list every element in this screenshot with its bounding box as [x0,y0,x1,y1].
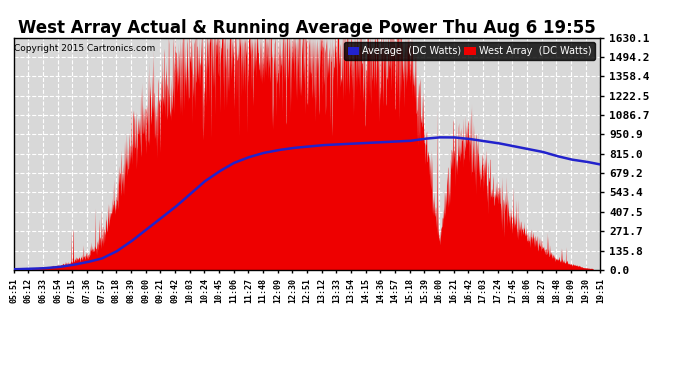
Text: Copyright 2015 Cartronics.com: Copyright 2015 Cartronics.com [14,45,156,54]
Legend: Average  (DC Watts), West Array  (DC Watts): Average (DC Watts), West Array (DC Watts… [344,42,595,60]
Title: West Array Actual & Running Average Power Thu Aug 6 19:55: West Array Actual & Running Average Powe… [18,20,596,38]
